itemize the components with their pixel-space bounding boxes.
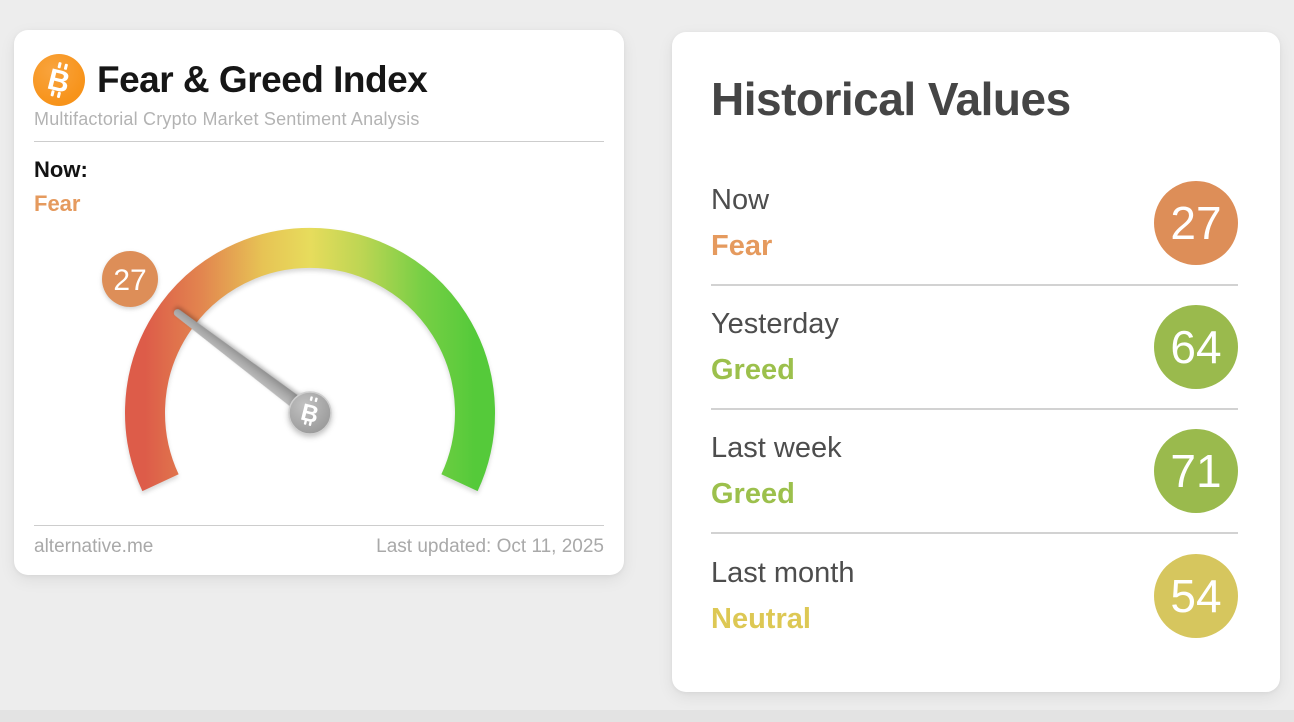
row-texts: Last month Neutral [711,557,854,636]
svg-text:B: B [298,399,321,429]
historical-values-card: Historical Values Now Fear 27 Yesterday … [672,32,1280,692]
gauge-value-badge: 27 [102,251,158,307]
gauge-value-label: 27 [113,264,146,297]
gauge-hub: B [288,391,332,435]
classification-label: Greed [711,477,795,510]
gauge-card-header: B Fear & Greed Index [33,54,428,106]
sentiment-gauge: B 27 [102,227,495,492]
historical-row-now: Now Fear 27 [711,162,1238,286]
divider [34,525,604,526]
value-badge: 54 [1154,554,1238,638]
now-classification: Fear [34,191,81,216]
bitcoin-glyph: B [44,62,73,100]
page-bottom-edge [0,710,1294,722]
period-label: Last week [711,431,842,464]
classification-label: Greed [711,353,795,386]
classification-label: Fear [711,229,773,262]
gauge-card-subtitle: Multifactorial Crypto Market Sentiment A… [34,109,420,129]
value-badge: 64 [1154,305,1238,389]
classification-label: Neutral [711,602,811,635]
bitcoin-icon: B [33,54,85,106]
source-link[interactable]: alternative.me [34,536,154,557]
svg-text:B: B [44,63,73,100]
hub-bitcoin-icon: B [298,396,321,429]
gauge-card-footer: alternative.me Last updated: Oct 11, 202… [34,536,604,558]
divider [34,141,604,142]
row-texts: Last week Greed [711,432,842,511]
value-badge: 71 [1154,429,1238,513]
period-label: Yesterday [711,307,839,340]
gauge-arc [125,227,495,492]
now-label: Now: [34,157,88,182]
row-texts: Yesterday Greed [711,308,839,387]
last-updated-text: Last updated: Oct 11, 2025 [376,536,604,557]
historical-card-title: Historical Values [711,73,1071,125]
period-label: Last month [711,556,855,589]
value-badge: 27 [1154,181,1238,265]
row-texts: Now Fear [711,184,772,263]
historical-row-last-month: Last month Neutral 54 [711,534,1238,658]
gauge-card-title: Fear & Greed Index [97,59,428,100]
gauge-needle [173,309,308,414]
historical-row-yesterday: Yesterday Greed 64 [711,286,1238,410]
historical-row-last-week: Last week Greed 71 [711,410,1238,534]
fear-greed-index-card: B Fear & Greed Index Multifactorial Cryp… [14,30,624,575]
historical-rows: Now Fear 27 Yesterday Greed 64 Last week… [711,162,1238,658]
period-label: Now [711,183,770,216]
